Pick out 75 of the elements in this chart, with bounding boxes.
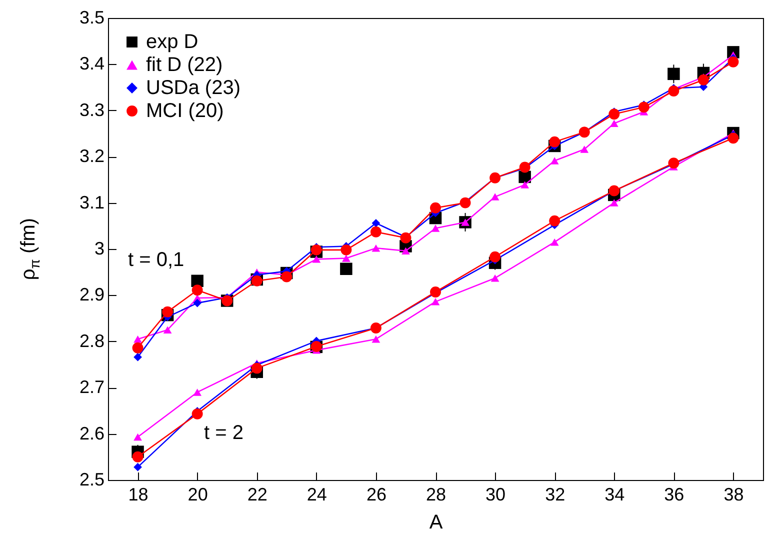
point (134, 462, 142, 472)
point (192, 408, 203, 420)
point (402, 247, 410, 254)
y-tick-label: 2.5 (79, 470, 104, 490)
point (610, 120, 618, 127)
legend-label: fit D (22) (146, 54, 223, 76)
point (431, 298, 440, 306)
point (550, 157, 559, 164)
point (192, 284, 203, 296)
y-tick-label: 3 (94, 238, 104, 258)
point (638, 102, 650, 113)
point (372, 335, 380, 343)
point (550, 238, 559, 246)
point (608, 108, 620, 120)
y-tick-label: 2.8 (79, 330, 104, 351)
x-tick-label: 34 (604, 484, 625, 504)
point (668, 68, 680, 80)
point (251, 362, 262, 374)
y-tick-label: 2.6 (79, 423, 104, 444)
legend-label: exp D (146, 31, 198, 53)
point (549, 215, 560, 226)
x-tick-label: 30 (486, 484, 506, 504)
point (372, 218, 380, 228)
point (340, 244, 352, 256)
x-tick-label: 32 (545, 484, 566, 504)
legend-label: USDa (23) (146, 77, 240, 99)
point (431, 224, 440, 232)
point (372, 244, 380, 252)
point (281, 271, 292, 282)
point (490, 251, 501, 262)
x-axis-title: A (429, 512, 444, 534)
point (134, 433, 142, 441)
legend-label: MCI (20) (146, 100, 224, 122)
x-tick-label: 18 (128, 484, 148, 504)
point (370, 226, 382, 238)
point (162, 306, 174, 318)
y-tick-label: 3.2 (79, 146, 104, 166)
point (698, 74, 709, 86)
x-tick-label: 28 (426, 484, 446, 504)
point (342, 254, 350, 262)
point (312, 256, 321, 263)
point (668, 86, 680, 96)
point (728, 132, 739, 144)
y-tick-label: 3.1 (79, 192, 104, 212)
point (430, 202, 441, 214)
y-tick-label: 3.3 (79, 100, 104, 120)
point (310, 244, 322, 256)
point (193, 298, 202, 308)
point (610, 199, 618, 206)
annotation: t = 0,1 (128, 249, 184, 271)
point (580, 146, 589, 153)
x-tick-label: 36 (664, 484, 684, 504)
point (134, 352, 142, 362)
point (193, 388, 202, 396)
x-tick-label: 22 (247, 484, 268, 504)
annotation: t = 2 (204, 422, 244, 444)
x-tick-label: 24 (306, 484, 327, 504)
x-tick-label: 20 (188, 484, 208, 504)
point (520, 181, 529, 188)
point (549, 136, 560, 148)
point (490, 193, 500, 200)
point (340, 262, 352, 275)
point (132, 451, 144, 462)
point (191, 274, 204, 287)
point (490, 274, 500, 282)
y-tick-label: 3.5 (79, 8, 104, 28)
point (132, 342, 144, 354)
y-tick-label: 3.4 (79, 54, 104, 74)
point (134, 335, 142, 343)
x-tick-label: 38 (724, 484, 744, 504)
point (728, 56, 739, 68)
y-tick-label: 2.9 (79, 284, 104, 305)
x-tick-label: 26 (366, 484, 386, 504)
point (163, 326, 172, 334)
y-tick-label: 2.7 (79, 377, 104, 398)
